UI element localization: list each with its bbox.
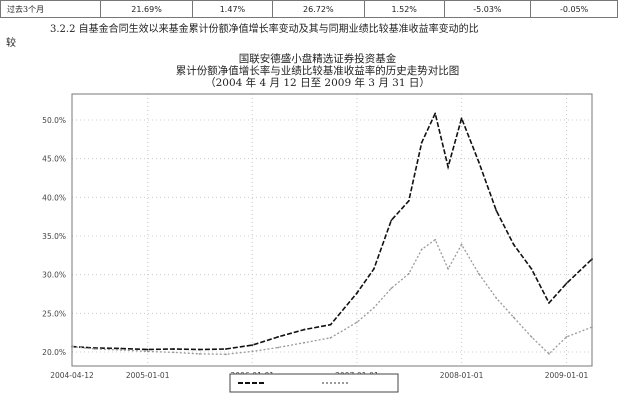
y-tick-label: 20.0% [42,348,66,357]
table-cell: 21.69% [99,0,194,18]
series-point-1 [512,243,515,246]
performance-table: 过去3个月 21.69% 1.47% 26.72% 1.52% -5.03% -… [0,0,618,18]
series-point-2 [251,350,254,353]
series-point-2 [477,272,480,275]
series-point-1 [277,335,280,338]
series-point-1 [356,292,358,295]
x-tick-label: 2005-01-01 [126,371,170,380]
series-point-2 [172,351,175,354]
y-tick-label: 40.0% [42,193,66,202]
chart-grid [72,94,592,366]
series-point-1 [251,344,254,347]
series-point-1 [591,258,593,261]
series-point-1 [495,209,498,212]
series-point-1 [548,301,550,304]
series-line-1 [71,110,593,351]
y-tick-label: 25.0% [42,309,66,318]
series-point-2 [329,336,332,339]
x-tick-label: 2004-04-12 [50,371,94,380]
series-point-2 [548,352,550,355]
series-point-2 [356,321,358,324]
table-cell: 26.72% [271,0,365,18]
series-point-2 [71,345,73,348]
series-point-2 [225,353,227,356]
series-point-2 [120,349,123,351]
chart-title-period: （2004 年 4 月 12 日至 2009 年 3 月 31 日） [205,77,430,89]
chart-title-main: 累计份额净值增长率与业绩比较基准收益率的历史走势对比图 [175,65,460,77]
series-point-1 [477,161,480,163]
legend-box [229,373,399,393]
series-point-1 [329,323,332,326]
series-point-1 [460,117,463,120]
series-point-2 [447,267,449,270]
series-point-1 [303,328,306,331]
series-point-1 [420,141,423,144]
series-point-2 [277,346,280,349]
series-point-2 [407,272,410,275]
series-point-2 [94,348,96,350]
series-point-1 [372,267,375,270]
series-point-1 [172,348,175,350]
chart-title-fund: 国联安德盛小盘精选证券投资基金 [238,53,397,65]
table-cell: -5.03% [443,0,532,18]
table-cell: -0.05% [530,0,618,18]
series-point-2 [372,306,375,309]
table-row: 过去3个月 21.69% 1.47% 26.72% 1.52% -5.03% -… [0,0,618,18]
series-line-2 [71,238,593,355]
section-heading: 3.2.2 自基金合同生效以来基金累计份额净值增长率变动及其与同期业绩比较基准收… [6,23,632,51]
series-point-1 [146,348,149,351]
y-tick-label: 50.0% [42,116,66,125]
section-heading-tail: 较 [6,38,16,49]
y-tick-label: 45.0% [42,155,66,164]
series-point-1 [198,348,201,351]
series-point-2 [565,335,568,338]
y-tick-label: 35.0% [42,232,66,241]
chart-series [71,110,593,356]
series-point-2 [530,335,533,338]
section-heading-text: 3.2.2 自基金合同生效以来基金累计份额净值增长率变动及其与同期业绩比较基准收… [50,24,479,35]
series-point-2 [591,326,593,329]
table-cell: 1.47% [192,0,273,18]
series-point-1 [565,282,568,285]
series-point-2 [460,243,463,246]
table-cell: 过去3个月 [0,0,101,18]
series-point-2 [303,341,306,344]
series-point-1 [390,219,393,222]
series-point-1 [407,199,410,202]
series-point-2 [390,287,393,290]
series-point-2 [420,248,423,251]
x-tick-label: 2008-01-01 [440,371,484,380]
series-point-2 [512,316,515,319]
series-point-1 [447,165,449,168]
series-point-1 [434,112,437,115]
series-point-1 [530,267,533,270]
plot-area-frame [71,93,593,367]
series-point-2 [495,297,498,299]
series-point-2 [146,350,149,353]
series-point-1 [120,347,123,350]
y-tick-label: 30.0% [42,271,66,280]
chart-legend [229,373,399,393]
series-point-1 [225,348,227,350]
series-point-2 [198,352,201,355]
x-tick-label: 2009-01-01 [545,371,589,380]
series-point-2 [434,238,437,241]
